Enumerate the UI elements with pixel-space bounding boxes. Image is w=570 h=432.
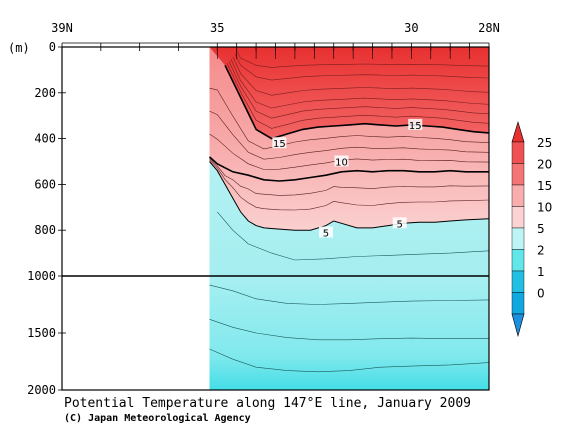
isotherm-15-10-2: [209, 110, 490, 160]
colorbar-top-arrow: [511, 120, 525, 143]
contour-label-5-east: 5: [397, 219, 403, 230]
isotherm-15: [224, 64, 490, 140]
colorbar-label-1: 1: [537, 265, 545, 279]
isotherm-warm-3: [230, 59, 490, 109]
isotherm-5: [209, 161, 490, 231]
colorbar-label-10: 10: [537, 201, 552, 215]
fill-lower-panel: [209, 276, 489, 390]
contour-label-bg-3: [392, 217, 407, 229]
isotherm-warm-2: [228, 61, 490, 119]
isotherm-15-10-1: [209, 87, 490, 150]
colorbar-labels: 25 20 15 10 5 2 1 0: [537, 136, 552, 301]
contour-label-5-west: 5: [323, 228, 329, 239]
x-tick-label-28N: 28N: [478, 21, 500, 35]
isotherm-warm-1: [226, 63, 490, 129]
colorbar-segment-1: [511, 163, 525, 186]
y-tick-label-400: 400: [34, 132, 56, 146]
y-tick-label-2000: 2000: [27, 383, 56, 397]
isotherm-warm-4: [232, 56, 490, 96]
y-tick-label-0: 0: [49, 40, 56, 54]
x-tick-label-30: 30: [404, 21, 418, 35]
colorbar-label-2: 2: [537, 244, 545, 258]
y-axis-unit-label: (m): [8, 41, 30, 55]
contour-label-15-east: 15: [409, 121, 422, 132]
colorbar-label-5: 5: [537, 222, 545, 236]
colorbar-bottom-arrow: [511, 313, 525, 338]
fill-above-15: [209, 47, 489, 139]
colorbar-segment-0: [511, 141, 525, 164]
isotherm-lower-1: [209, 284, 490, 305]
credit-text: (C) Japan Meteorological Agency: [64, 412, 251, 424]
isotherm-10-5-2: [209, 159, 490, 211]
contour-label-15-west: 15: [273, 139, 286, 150]
colorbar-segment-2: [511, 184, 525, 207]
y-tick-label-600: 600: [34, 177, 56, 191]
colorbar-segment-4: [511, 227, 525, 250]
isotherm-lower-3: [209, 348, 490, 373]
y-tick-label-200: 200: [34, 86, 56, 100]
isotherm-warm-5: [234, 53, 490, 81]
isotherm-10-5-1: [209, 158, 490, 196]
isotherm-lower-2: [209, 319, 489, 341]
contour-label-bg-2: [334, 155, 349, 167]
colorbar-label-20: 20: [537, 158, 552, 172]
isotherm-warm-6: [236, 50, 490, 68]
contour-label-10: 10: [335, 158, 348, 169]
isotherm-10: [208, 156, 489, 182]
plot-area: 15 15 10 5 5: [58, 42, 490, 391]
isotherm-deep-upper: [217, 211, 490, 261]
colorbar-label-0: 0: [537, 287, 545, 301]
contour-label-bg-4: [318, 226, 333, 238]
y-tick-label-800: 800: [34, 223, 56, 237]
x-axis-labels: 39N 35 30 28N: [51, 21, 500, 35]
contour-label-bg-1: [272, 137, 287, 149]
colorbar-segment-6: [511, 270, 525, 293]
colorbar-label-15: 15: [537, 179, 552, 193]
x-tick-label-39N: 39N: [51, 21, 73, 35]
x-tick-label-35: 35: [210, 21, 224, 35]
y-tick-label-1500: 1500: [27, 326, 56, 340]
y-axis-labels: (m) 0 200 400 600 800 1000 1500 2000: [8, 40, 56, 397]
contour-label-bg-0: [408, 118, 423, 130]
color-scale-legend: [511, 120, 525, 338]
colorbar-segment-7: [511, 292, 525, 315]
colorbar-segment-5: [511, 249, 525, 272]
chart-title: Potential Temperature along 147°E line, …: [64, 396, 471, 411]
colorbar-label-25: 25: [537, 136, 552, 150]
y-tick-label-1000: 1000: [27, 269, 56, 283]
colorbar-segment-3: [511, 206, 525, 229]
